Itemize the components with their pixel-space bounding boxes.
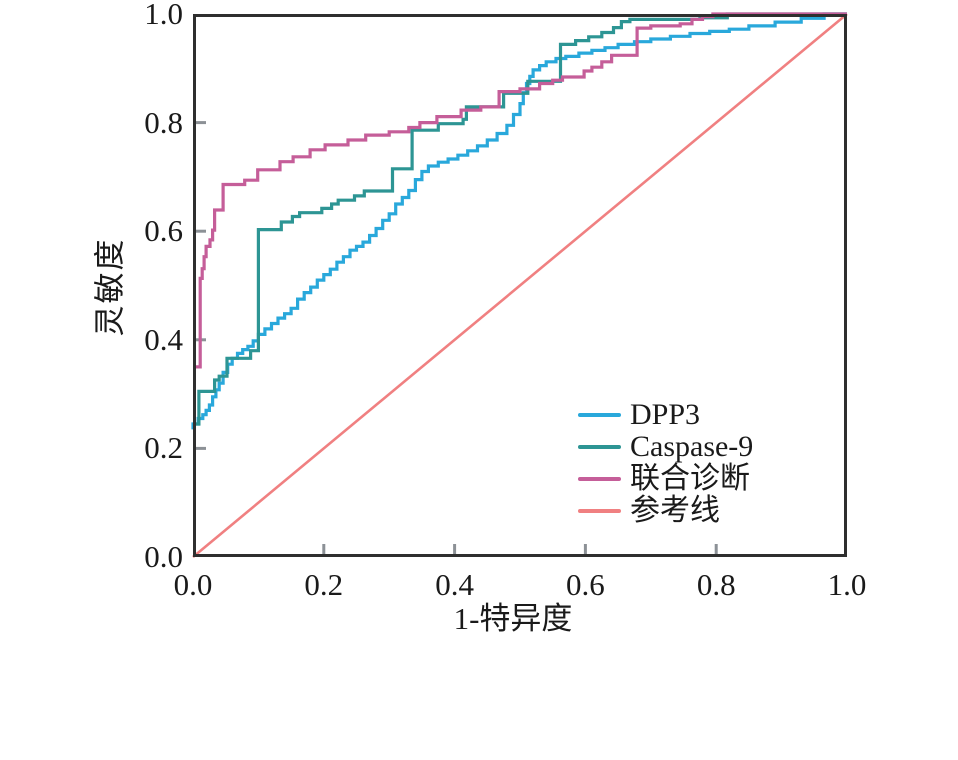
y-tick-label: 0.2 (144, 430, 183, 466)
x-tick-label: 0.8 (696, 567, 736, 602)
curve-联合诊断 (193, 12, 847, 369)
legend-item-联合诊断: 联合诊断 (578, 463, 753, 495)
curve-Caspase-9 (193, 12, 847, 426)
x-tick-label: 0.4 (435, 567, 474, 602)
legend-label: Caspase-9 (630, 430, 754, 463)
y-tick-label: 0.6 (144, 213, 183, 249)
y-axis-title: 灵敏度 (92, 237, 128, 337)
legend-line-swatch (578, 413, 621, 417)
legend: DPP3 Caspase-9 联合诊断 参考线 (578, 399, 753, 527)
x-tick-label: 0.2 (304, 567, 344, 602)
legend-item-Caspase-9: Caspase-9 (578, 431, 753, 463)
x-tick-label: 1.0 (827, 567, 867, 602)
roc-plot-area (191, 12, 848, 559)
curve-参考线 (192, 12, 848, 559)
legend-line-swatch (578, 509, 621, 513)
legend-item-DPP3: DPP3 (578, 399, 753, 431)
plot-frame (193, 14, 847, 557)
y-tick-label: 1.0 (144, 0, 183, 31)
legend-label: 联合诊断 (630, 462, 750, 495)
x-tick-label: 0.6 (566, 567, 605, 602)
legend-line-swatch (578, 445, 621, 449)
legend-line-swatch (578, 477, 621, 481)
legend-label: 参考线 (630, 494, 720, 527)
y-tick-label: 0.0 (144, 539, 183, 574)
legend-item-参考线: 参考线 (578, 495, 753, 527)
curve-DPP3 (191, 12, 847, 430)
y-tick-label: 0.4 (144, 321, 183, 357)
y-tick-label: 0.8 (144, 104, 183, 140)
x-tick-label: 0.0 (173, 567, 213, 602)
legend-label: DPP3 (630, 398, 701, 431)
x-axis-title: 1-特异度 (453, 601, 573, 636)
